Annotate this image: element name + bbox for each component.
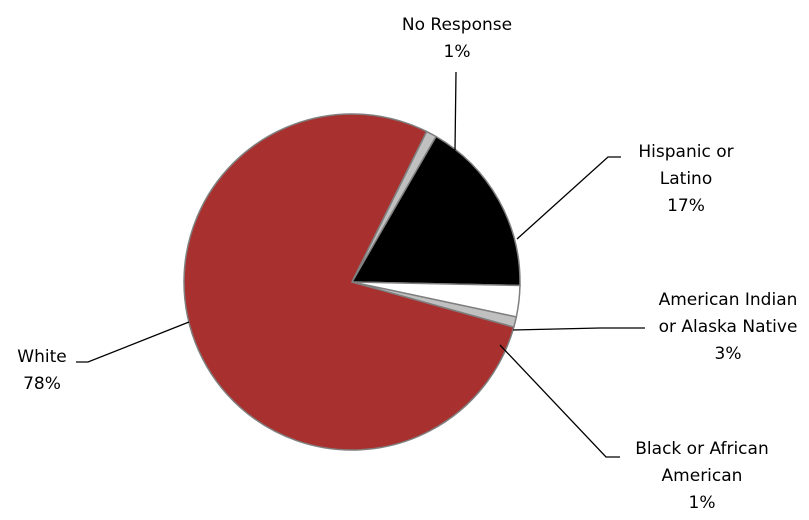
leader-lines bbox=[76, 71, 645, 458]
leader-line-american-indian-or-alaska-native bbox=[512, 327, 645, 331]
slice-name-label: No Response bbox=[402, 15, 512, 35]
slice-name-label: or Alaska Native bbox=[659, 317, 798, 337]
slice-label-black-or-african-american: Black or African American 1% bbox=[635, 439, 768, 513]
slice-name-label: Black or African bbox=[635, 439, 768, 459]
pie-slice-white bbox=[183, 113, 515, 451]
slice-name-label: American Indian bbox=[659, 290, 798, 310]
slice-name-label: White bbox=[17, 347, 66, 367]
slice-value-label: 17% bbox=[667, 196, 705, 216]
pie-slice-no-response bbox=[351, 130, 438, 283]
slice-value-label: 1% bbox=[444, 42, 471, 62]
slice-value-label: 78% bbox=[23, 374, 61, 394]
slice-labels: Hispanic or Latino 17% American Indian or Al… bbox=[17, 15, 797, 513]
leader-line-no-response bbox=[454, 71, 457, 151]
slice-label-white: White 78% bbox=[17, 347, 66, 394]
leader-line-black-or-african-american bbox=[499, 344, 620, 458]
slice-value-label: 1% bbox=[689, 493, 716, 513]
slice-value-label: 3% bbox=[715, 344, 742, 364]
slice-label-american-indian-or-alaska-native: American Indian or Alaska Native 3% bbox=[659, 290, 798, 364]
slice-label-hispanic-or-latino: Hispanic or Latino 17% bbox=[638, 142, 733, 216]
leader-line-hispanic-or-latino bbox=[516, 156, 621, 240]
pie-slices bbox=[183, 113, 521, 451]
slice-label-no-response: No Response 1% bbox=[402, 15, 512, 62]
slice-name-label: Hispanic or bbox=[638, 142, 733, 162]
slice-name-label: Latino bbox=[660, 169, 712, 189]
leader-line-white bbox=[76, 321, 190, 363]
pie-slice-hispanic-or-latino bbox=[350, 135, 521, 287]
slice-name-label: American bbox=[662, 466, 743, 486]
